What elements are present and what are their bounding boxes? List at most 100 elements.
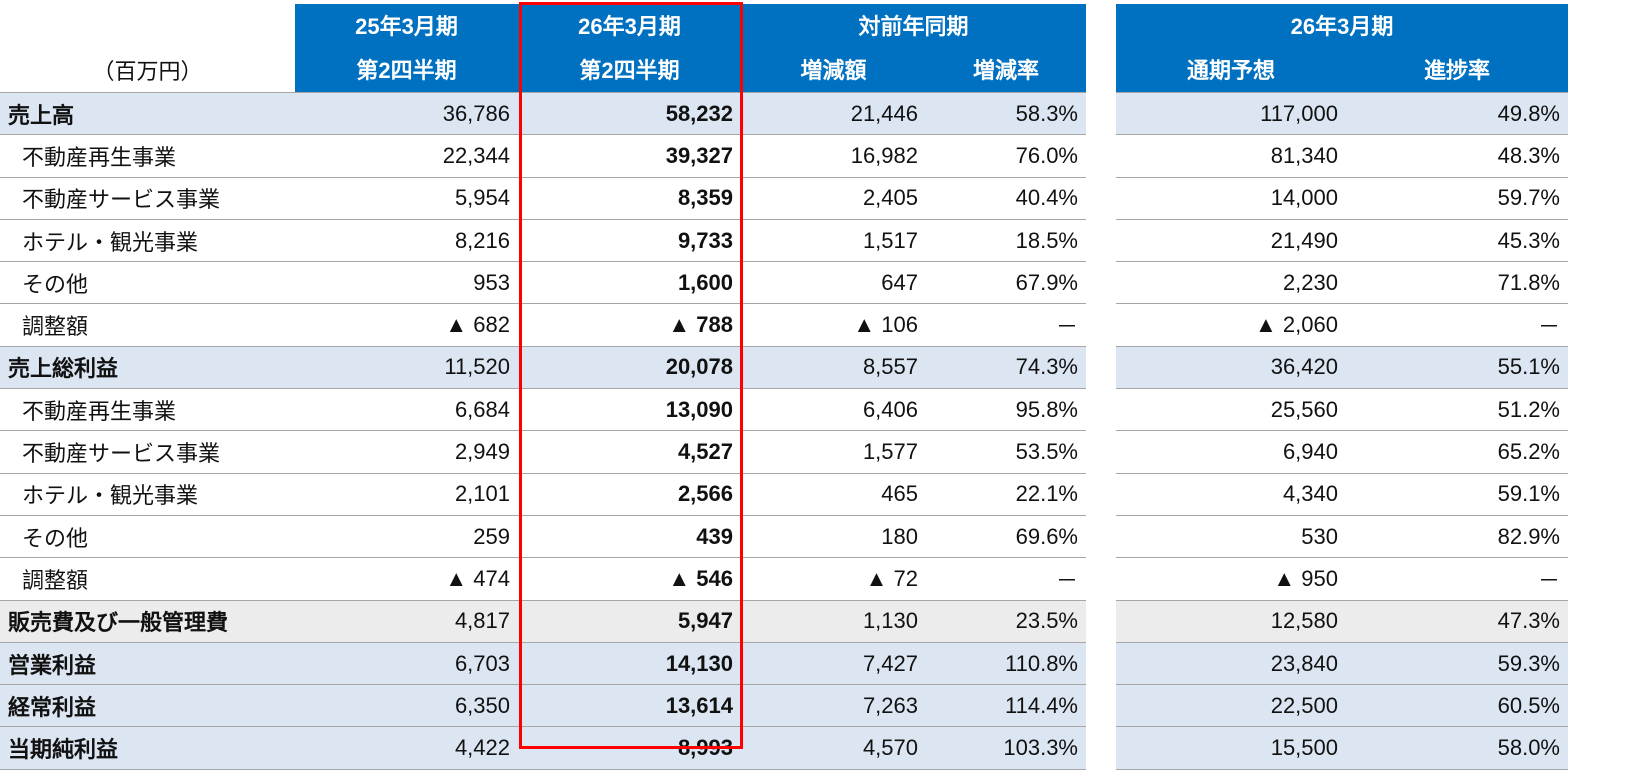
prev-value: 4,422: [295, 726, 518, 770]
table-row: 不動産サービス事業 5,954 8,359 2,405 40.4% 14,000 59.7%: [0, 177, 1568, 220]
table-row: 売上高 36,786 58,232 21,446 58.3% 117,000 49.8%: [0, 91, 1568, 136]
column-gap: [1086, 303, 1116, 347]
row-label: 販売費及び一般管理費: [0, 600, 295, 643]
yoy-amount: 16,982: [741, 134, 926, 178]
row-label: その他: [0, 515, 295, 559]
table-body: 売上高 36,786 58,232 21,446 58.3% 117,000 49.8% 不動…: [0, 91, 1568, 770]
yoy-rate: 114.4%: [926, 684, 1086, 728]
yoy-amount: 465: [741, 473, 926, 516]
forecast-value: 4,340: [1116, 473, 1346, 516]
current-value: ▲ 546: [518, 557, 741, 601]
prev-value: 36,786: [295, 91, 518, 136]
yoy-amount: 1,577: [741, 430, 926, 474]
forecast-value: 21,490: [1116, 219, 1346, 263]
progress-rate: 71.8%: [1346, 261, 1568, 305]
prev-value: ▲ 474: [295, 557, 518, 601]
progress-rate: 82.9%: [1346, 515, 1568, 559]
current-value: 8,359: [518, 177, 741, 220]
prev-value: 953: [295, 261, 518, 305]
yoy-rate: 40.4%: [926, 177, 1086, 220]
prev-value: 2,949: [295, 430, 518, 474]
row-label: 売上総利益: [0, 346, 295, 390]
progress-rate: 59.1%: [1346, 473, 1568, 516]
row-label: ホテル・観光事業: [0, 473, 295, 516]
column-gap: [1086, 388, 1116, 431]
forecast-value: 2,230: [1116, 261, 1346, 305]
yoy-amount: 180: [741, 515, 926, 559]
table-row: ホテル・観光事業 2,101 2,566 465 22.1% 4,340 59.1%: [0, 473, 1568, 516]
column-gap: [1086, 726, 1116, 770]
current-value: 1,600: [518, 261, 741, 305]
row-label: ホテル・観光事業: [0, 219, 295, 263]
table-row: 不動産サービス事業 2,949 4,527 1,577 53.5% 6,940 65.2%: [0, 430, 1568, 474]
column-gap: [1086, 473, 1116, 516]
column-gap: [1086, 642, 1116, 685]
column-gap: [1086, 134, 1116, 178]
table-row: 売上総利益 11,520 20,078 8,557 74.3% 36,420 55.1%: [0, 346, 1568, 390]
table-row: その他 259 439 180 69.6% 530 82.9%: [0, 515, 1568, 559]
column-gap: [1086, 600, 1116, 643]
table-row: 販売費及び一般管理費 4,817 5,947 1,130 23.5% 12,580 47.3…: [0, 600, 1568, 643]
current-value: 4,527: [518, 430, 741, 474]
row-label: 営業利益: [0, 642, 295, 686]
progress-rate: 58.0%: [1346, 726, 1568, 770]
forecast-value: 12,580: [1116, 600, 1346, 643]
progress-rate: －: [1346, 557, 1568, 601]
row-label: 調整額: [0, 303, 295, 347]
yoy-rate: 18.5%: [926, 219, 1086, 263]
column-gap: [1086, 684, 1116, 727]
header-cur-period: 26年3月期: [518, 4, 741, 45]
column-gap: [1086, 557, 1116, 601]
forecast-value: 22,500: [1116, 684, 1346, 728]
row-label: 不動産再生事業: [0, 388, 295, 432]
yoy-rate: 67.9%: [926, 261, 1086, 305]
table-row: その他 953 1,600 647 67.9% 2,230 71.8%: [0, 261, 1568, 305]
prev-value: 259: [295, 515, 518, 559]
progress-rate: 49.8%: [1346, 91, 1568, 136]
yoy-amount: ▲ 106: [741, 303, 926, 347]
current-value: 5,947: [518, 600, 741, 643]
header-forecast-progress: 進捗率: [1346, 45, 1568, 93]
yoy-amount: 7,427: [741, 642, 926, 686]
prev-value: 2,101: [295, 473, 518, 516]
prev-value: 6,350: [295, 684, 518, 728]
yoy-rate: 103.3%: [926, 726, 1086, 770]
progress-rate: 48.3%: [1346, 134, 1568, 178]
forecast-value: 530: [1116, 515, 1346, 559]
header-row-2: （百万円） 第2四半期 第2四半期 増減額 増減率 通期予想 進捗率: [0, 45, 1568, 93]
header-blank: [0, 4, 295, 45]
table-row: 当期純利益 4,422 8,993 4,570 103.3% 15,500 58.0%: [0, 726, 1568, 770]
prev-value: 5,954: [295, 177, 518, 220]
forecast-value: ▲ 950: [1116, 557, 1346, 601]
yoy-amount: 1,130: [741, 600, 926, 643]
forecast-value: 23,840: [1116, 642, 1346, 686]
current-value: 8,993: [518, 726, 741, 770]
yoy-rate: 69.6%: [926, 515, 1086, 559]
table-row: 営業利益 6,703 14,130 7,427 110.8% 23,840 59.3%: [0, 642, 1568, 686]
progress-rate: －: [1346, 303, 1568, 347]
column-gap: [1086, 346, 1116, 389]
table-row: 調整額 ▲ 474 ▲ 546 ▲ 72 － ▲ 950 －: [0, 557, 1568, 601]
current-value: 2,566: [518, 473, 741, 516]
yoy-amount: 21,446: [741, 91, 926, 136]
yoy-amount: ▲ 72: [741, 557, 926, 601]
row-label: 不動産サービス事業: [0, 430, 295, 474]
current-value: 13,090: [518, 388, 741, 432]
yoy-amount: 1,517: [741, 219, 926, 263]
current-value: 14,130: [518, 642, 741, 686]
current-value: 20,078: [518, 346, 741, 390]
current-value: ▲ 788: [518, 303, 741, 347]
prev-value: 11,520: [295, 346, 518, 390]
forecast-value: 36,420: [1116, 346, 1346, 390]
forecast-value: 81,340: [1116, 134, 1346, 178]
column-gap: [1086, 92, 1116, 135]
progress-rate: 51.2%: [1346, 388, 1568, 432]
forecast-value: 6,940: [1116, 430, 1346, 474]
column-gap: [1086, 4, 1116, 45]
row-label: その他: [0, 261, 295, 305]
column-gap: [1086, 177, 1116, 220]
table-row: ホテル・観光事業 8,216 9,733 1,517 18.5% 21,490 45.3%: [0, 219, 1568, 263]
current-value: 439: [518, 515, 741, 559]
header-prev-quarter: 第2四半期: [295, 45, 518, 93]
header-row-1: 25年3月期 26年3月期 対前年同期 26年3月期: [0, 4, 1568, 45]
